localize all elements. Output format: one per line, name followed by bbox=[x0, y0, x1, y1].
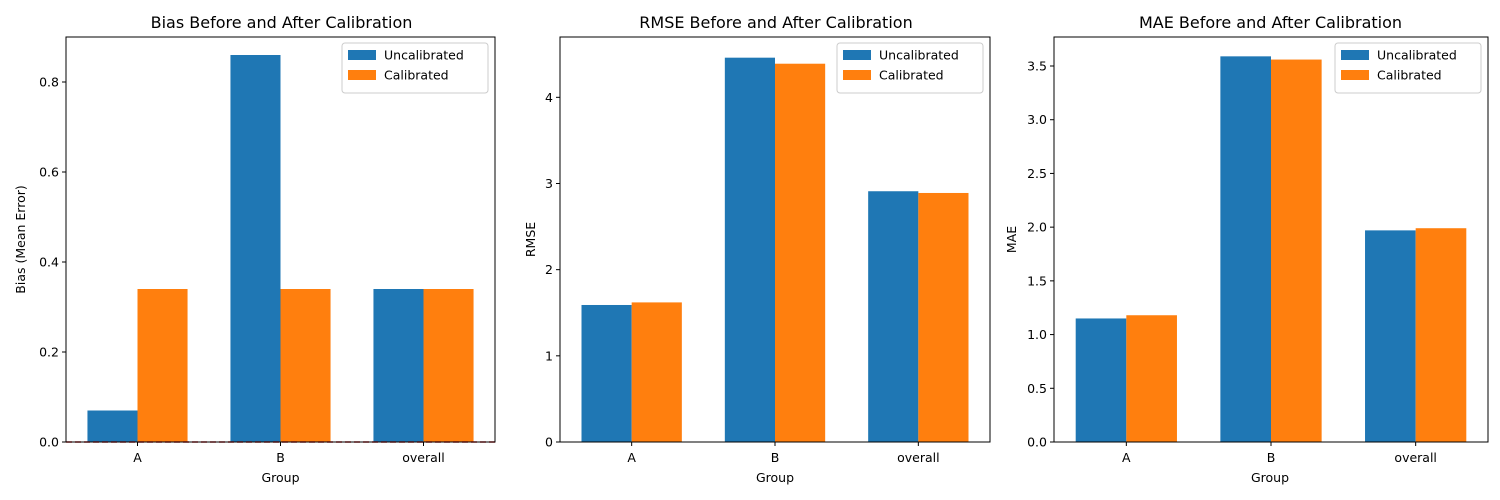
rmse-x-tick-label: A bbox=[627, 450, 636, 465]
rmse-legend-label-uncalibrated: Uncalibrated bbox=[879, 48, 959, 63]
mae-chart-panel: MAE Before and After Calibration 0.0 0.5 1… bbox=[1004, 13, 1489, 485]
bias-y-tick-label: 0.6 bbox=[39, 165, 59, 180]
mae-bar-calibrated-a bbox=[1126, 315, 1177, 442]
mae-y-tick-label: 0.5 bbox=[1027, 381, 1047, 396]
bias-y-tick-label: 0.4 bbox=[39, 255, 59, 270]
mae-y-tick-label: 3.0 bbox=[1027, 112, 1047, 127]
rmse-legend-swatch-calibrated bbox=[843, 70, 871, 80]
mae-legend-box bbox=[1334, 42, 1482, 94]
rmse-legend-label-calibrated: Calibrated bbox=[879, 68, 944, 83]
rmse-bar-calibrated-b bbox=[775, 63, 826, 443]
rmse-legend: Uncalibrated Calibrated bbox=[836, 42, 984, 94]
bias-x-tick-label: A bbox=[133, 450, 142, 465]
mae-bars bbox=[1075, 56, 1467, 443]
rmse-y-tick-label: 3 bbox=[545, 176, 553, 191]
mae-x-tick-label: overall bbox=[1394, 450, 1436, 465]
mae-y-tick-label: 1.0 bbox=[1027, 327, 1047, 342]
rmse-bar-uncalibrated-a bbox=[581, 304, 632, 442]
rmse-y-tick-label: 2 bbox=[545, 262, 553, 277]
rmse-y-tick-label: 0 bbox=[545, 435, 553, 450]
mae-x-tick-label: B bbox=[1267, 450, 1276, 465]
bias-x-tick-label: B bbox=[276, 450, 285, 465]
mae-y-tick-label: 3.5 bbox=[1027, 59, 1047, 74]
rmse-y-axis: 0 1 2 3 4 bbox=[545, 90, 560, 450]
bias-bars bbox=[87, 55, 474, 442]
rmse-chart-title: RMSE Before and After Calibration bbox=[639, 13, 912, 32]
rmse-x-tick-label: B bbox=[771, 450, 780, 465]
mae-legend-swatch-calibrated bbox=[1341, 70, 1369, 80]
rmse-legend-box bbox=[836, 42, 984, 94]
rmse-x-axis-label: Group bbox=[756, 470, 794, 485]
mae-legend: Uncalibrated Calibrated bbox=[1334, 42, 1482, 94]
rmse-y-tick-label: 4 bbox=[545, 90, 553, 105]
bias-legend-label-calibrated: Calibrated bbox=[384, 68, 449, 83]
rmse-y-tick-label: 1 bbox=[545, 348, 553, 363]
mae-y-tick-label: 0.0 bbox=[1027, 435, 1047, 450]
rmse-bar-calibrated-a bbox=[631, 302, 682, 442]
rmse-bars bbox=[581, 57, 969, 443]
mae-y-tick-label: 2.5 bbox=[1027, 166, 1047, 181]
bias-legend-swatch-calibrated bbox=[348, 70, 376, 80]
rmse-legend-swatch-uncalibrated bbox=[843, 50, 871, 60]
mae-legend-swatch-uncalibrated bbox=[1341, 50, 1369, 60]
bias-bar-uncalibrated-a bbox=[87, 410, 138, 442]
mae-bar-calibrated-overall bbox=[1415, 228, 1467, 442]
bias-x-tick-label: overall bbox=[402, 450, 444, 465]
mae-bar-calibrated-b bbox=[1271, 59, 1322, 443]
mae-y-axis-label: MAE bbox=[1004, 226, 1019, 253]
bias-legend-box bbox=[341, 42, 489, 94]
mae-y-tick-label: 2.0 bbox=[1027, 220, 1047, 235]
mae-x-axis-label: Group bbox=[1251, 470, 1289, 485]
bias-y-axis: 0.0 0.2 0.4 0.6 0.8 bbox=[39, 75, 66, 450]
bias-y-tick-label: 0.8 bbox=[39, 75, 59, 90]
mae-bar-uncalibrated-a bbox=[1075, 318, 1127, 442]
bias-bar-calibrated-a bbox=[137, 289, 188, 442]
rmse-bar-uncalibrated-b bbox=[724, 57, 775, 443]
mae-legend-label-calibrated: Calibrated bbox=[1377, 68, 1442, 83]
bias-y-tick-label: 0.2 bbox=[39, 345, 59, 360]
mae-x-tick-label: A bbox=[1122, 450, 1131, 465]
bias-bar-uncalibrated-b bbox=[230, 55, 281, 442]
rmse-y-axis-label: RMSE bbox=[523, 222, 538, 257]
bias-chart-title: Bias Before and After Calibration bbox=[151, 13, 413, 32]
mae-y-tick-label: 1.5 bbox=[1027, 273, 1047, 288]
bias-legend: Uncalibrated Calibrated bbox=[341, 42, 489, 94]
mae-y-axis: 0.0 0.5 1.0 1.5 2.0 2.5 3.0 3.5 bbox=[1027, 59, 1054, 450]
rmse-bar-uncalibrated-overall bbox=[868, 191, 919, 442]
bias-bar-calibrated-b bbox=[280, 289, 331, 442]
bias-chart-panel: Bias Before and After Calibration 0.0 0.2… bbox=[13, 13, 496, 485]
bias-legend-label-uncalibrated: Uncalibrated bbox=[384, 48, 464, 63]
mae-bar-uncalibrated-b bbox=[1220, 56, 1271, 443]
mae-chart-title: MAE Before and After Calibration bbox=[1139, 13, 1402, 32]
bias-bar-uncalibrated-overall bbox=[373, 289, 424, 442]
bias-legend-swatch-uncalibrated bbox=[348, 50, 376, 60]
rmse-chart-panel: RMSE Before and After Calibration 01234 … bbox=[523, 13, 991, 485]
bias-y-tick-label: 0.0 bbox=[39, 435, 59, 450]
rmse-bar-calibrated-overall bbox=[918, 192, 969, 442]
bias-y-axis-label: Bias (Mean Error) bbox=[13, 185, 28, 293]
bias-bar-calibrated-overall bbox=[423, 289, 474, 442]
mae-bar-uncalibrated-overall bbox=[1365, 230, 1416, 442]
mae-legend-label-uncalibrated: Uncalibrated bbox=[1377, 48, 1457, 63]
bias-x-axis-label: Group bbox=[261, 470, 299, 485]
rmse-x-tick-label: overall bbox=[897, 450, 939, 465]
